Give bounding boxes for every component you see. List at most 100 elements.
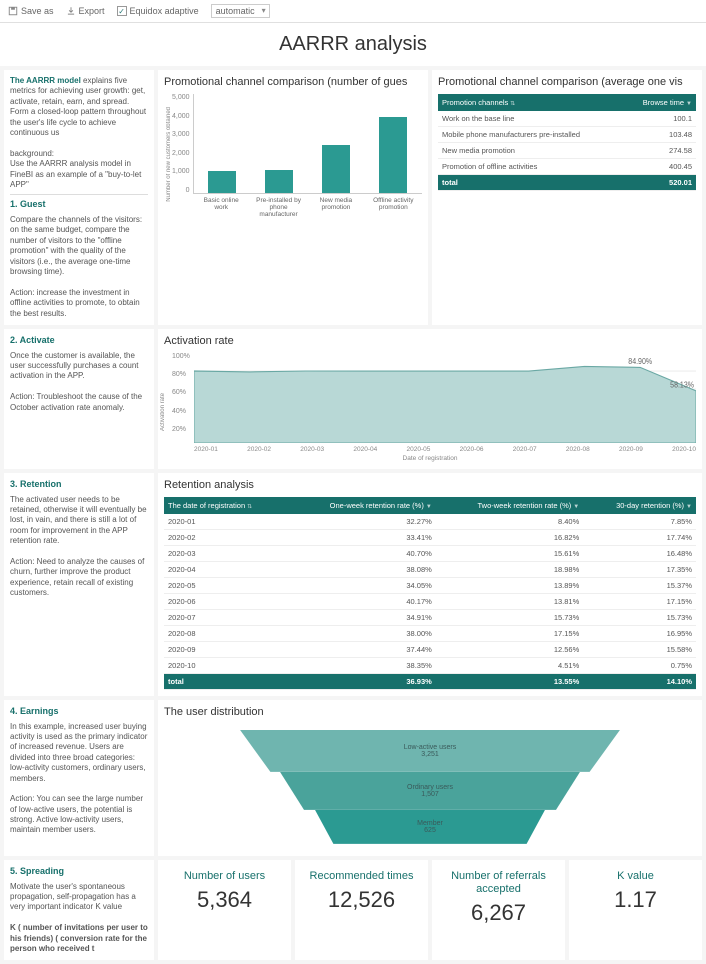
- table-cell: 40.17%: [288, 593, 436, 609]
- table-cell: 37.44%: [288, 641, 436, 657]
- table-header[interactable]: Two-week retention rate (%)▼: [436, 497, 583, 514]
- table-cell: 17.15%: [436, 625, 583, 641]
- mode-dropdown[interactable]: automatic: [211, 4, 270, 18]
- save-as-button[interactable]: Save as: [8, 6, 54, 16]
- table-cell: 103.48: [623, 127, 696, 143]
- activation-x-axis: 2020-012020-022020-032020-042020-052020-…: [164, 446, 696, 453]
- bar[interactable]: [265, 170, 293, 193]
- table-cell: 33.41%: [288, 529, 436, 545]
- table-cell: 38.35%: [288, 657, 436, 673]
- table-cell: 16.48%: [583, 545, 696, 561]
- table-row[interactable]: Work on the base line100.1: [438, 111, 696, 127]
- table-cell: 16.82%: [436, 529, 583, 545]
- table-row[interactable]: Promotion of offline activities400.45: [438, 159, 696, 175]
- activate-card: 2. Activate Once the customer is availab…: [4, 329, 154, 469]
- table-header[interactable]: The date of registration⇅: [164, 497, 288, 514]
- guest-heading: 1. Guest: [10, 199, 148, 211]
- export-label: Export: [79, 6, 105, 16]
- table-row[interactable]: Mobile phone manufacturers pre-installed…: [438, 127, 696, 143]
- page-title: AARRR analysis: [0, 23, 706, 66]
- bg-label: background:: [10, 149, 54, 158]
- table-cell: 8.40%: [436, 514, 583, 530]
- promo-table: Promotion channels⇅Browse time▼ Work on …: [438, 94, 696, 191]
- x-tick: 2020-03: [300, 446, 324, 453]
- table-row[interactable]: 2020-1038.35%4.51%0.75%: [164, 657, 696, 673]
- table-row[interactable]: 2020-0233.41%16.82%17.74%: [164, 529, 696, 545]
- x-tick: 2020-02: [247, 446, 271, 453]
- kpi-value: 12,526: [299, 887, 424, 913]
- kpi-card: Number of referrals accepted6,267: [432, 860, 565, 960]
- funnel-segment[interactable]: Ordinary users1,507: [280, 772, 580, 810]
- x-tick: 2020-06: [460, 446, 484, 453]
- table-cell: 38.08%: [288, 561, 436, 577]
- y-tick: 1,000: [172, 168, 190, 175]
- kpi-value: 5,364: [162, 887, 287, 913]
- y-tick: 80%: [172, 371, 190, 378]
- x-tick: 2020-07: [513, 446, 537, 453]
- table-cell: 16.95%: [583, 625, 696, 641]
- spreading-p1: Motivate the user's spontaneous propagat…: [10, 882, 148, 913]
- activation-y-axis: 100%80%60%40%20%: [172, 353, 190, 433]
- bar[interactable]: [208, 171, 236, 193]
- kpi-card: Number of users 5,364: [158, 860, 291, 960]
- table-cell: 34.05%: [288, 577, 436, 593]
- activation-title: Activation rate: [164, 335, 696, 347]
- retention-heading: 3. Retention: [10, 479, 148, 491]
- bar-y-label: Number of new customers obtained: [164, 107, 172, 202]
- funnel-value: 1,507: [421, 791, 439, 798]
- intro-text: explains five metrics for achieving user…: [10, 76, 146, 137]
- kpi-label: Number of referrals accepted: [436, 870, 561, 896]
- table-cell: 38.00%: [288, 625, 436, 641]
- table-row[interactable]: 2020-0937.44%12.56%15.58%: [164, 641, 696, 657]
- table-row[interactable]: 2020-0340.70%15.61%16.48%: [164, 545, 696, 561]
- bg-text: Use the AARRR analysis model in FineBI a…: [10, 159, 141, 189]
- export-button[interactable]: Export: [66, 6, 105, 16]
- bar-chart-card: Promotional channel comparison (number o…: [158, 70, 428, 325]
- equidox-toggle[interactable]: Equidox adaptive: [117, 6, 199, 16]
- table-cell: 2020-03: [164, 545, 288, 561]
- funnel-label: Ordinary users: [407, 784, 453, 791]
- promo-table-title: Promotional channel comparison (average …: [438, 76, 696, 88]
- funnel-chart[interactable]: Low-active users3,251Ordinary users1,507…: [164, 724, 696, 850]
- table-header[interactable]: Promotion channels⇅: [438, 94, 623, 111]
- table-row[interactable]: 2020-0838.00%17.15%16.95%: [164, 625, 696, 641]
- bar[interactable]: [322, 145, 350, 193]
- table-cell: Promotion of offline activities: [438, 159, 623, 175]
- retention-p1: The activated user needs to be retained,…: [10, 495, 148, 547]
- table-row[interactable]: New media promotion274.58: [438, 143, 696, 159]
- activation-chart[interactable]: 84.90%58.13%: [194, 353, 696, 443]
- table-header[interactable]: One-week retention rate (%)▼: [288, 497, 436, 514]
- kpi-label: Number of users: [162, 870, 287, 883]
- kpi-label: Recommended times: [299, 870, 424, 883]
- funnel-value: 3,251: [421, 751, 439, 758]
- table-cell: Work on the base line: [438, 111, 623, 127]
- activation-x-label: Date of registration: [164, 455, 696, 462]
- table-row[interactable]: 2020-0534.05%13.89%15.37%: [164, 577, 696, 593]
- table-cell: 40.70%: [288, 545, 436, 561]
- table-cell: 2020-06: [164, 593, 288, 609]
- total-row: total520.01: [438, 175, 696, 191]
- table-cell: 12.56%: [436, 641, 583, 657]
- table-row[interactable]: 2020-0734.91%15.73%15.73%: [164, 609, 696, 625]
- promo-table-card: Promotional channel comparison (average …: [432, 70, 702, 325]
- table-cell: 15.58%: [583, 641, 696, 657]
- kpi-card: Recommended times 12,526: [295, 860, 428, 960]
- kpi-card: K value1.17: [569, 860, 702, 960]
- table-row[interactable]: 2020-0438.08%18.98%17.35%: [164, 561, 696, 577]
- table-cell: 2020-05: [164, 577, 288, 593]
- retention-table: The date of registration⇅One-week retent…: [164, 497, 696, 690]
- activation-y-label: Activation rate: [160, 393, 166, 431]
- table-row[interactable]: 2020-0132.27%8.40%7.85%: [164, 514, 696, 530]
- table-cell: 15.73%: [583, 609, 696, 625]
- spreading-heading: 5. Spreading: [10, 866, 148, 878]
- funnel-segment[interactable]: Member625: [315, 810, 545, 844]
- funnel-label: Low-active users: [404, 744, 457, 751]
- bar[interactable]: [379, 117, 407, 193]
- table-header[interactable]: 30-day retention (%)▼: [583, 497, 696, 514]
- table-header[interactable]: Browse time▼: [623, 94, 696, 111]
- table-row[interactable]: 2020-0640.17%13.81%17.15%: [164, 593, 696, 609]
- funnel-segment[interactable]: Low-active users3,251: [240, 730, 620, 772]
- bars-area[interactable]: [193, 94, 422, 194]
- activate-p2: Action: Troubleshoot the cause of the Oc…: [10, 392, 148, 413]
- bar-label: Pre-installed by phone manufacturer: [253, 197, 303, 211]
